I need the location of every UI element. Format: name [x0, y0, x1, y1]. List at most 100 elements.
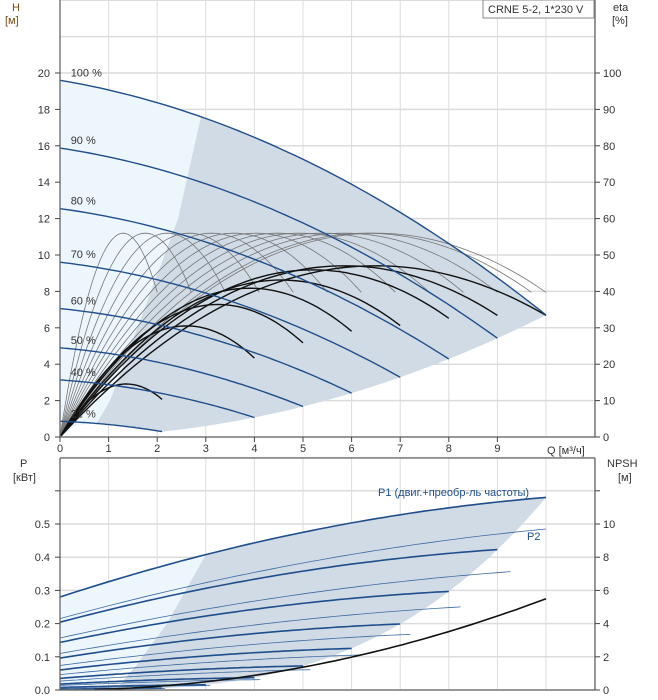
speed-label: 100 %	[71, 67, 102, 79]
npsh-tick-label: 6	[603, 585, 609, 597]
total-efficiency-curve	[60, 279, 401, 437]
speed-label: 50 %	[71, 335, 96, 347]
p2-curve	[59, 669, 311, 682]
q-tick-label: 4	[251, 443, 257, 455]
q-tick-label: 3	[203, 443, 209, 455]
eta-tick-label: 90	[603, 104, 615, 116]
total-efficiency-curve	[60, 269, 450, 437]
light-area-top	[60, 80, 201, 438]
h-tick-label: 0	[44, 432, 50, 444]
hydraulic-efficiency-curve	[59, 232, 396, 438]
speed-label: 90 %	[71, 135, 96, 147]
eta-axis-unit: [%]	[612, 15, 628, 27]
speed-label: 40 %	[71, 367, 96, 379]
p2-label: P2	[527, 531, 540, 543]
head-curve	[59, 79, 547, 316]
h-tick-label: 4	[44, 359, 50, 371]
h-tick-label: 18	[38, 104, 50, 116]
h-axis-label: H	[12, 2, 20, 14]
npsh-tick-label: 4	[603, 619, 609, 631]
eta-tick-label: 60	[603, 214, 615, 226]
h-tick-label: 10	[38, 250, 50, 262]
p1-curve	[59, 676, 255, 685]
hydraulic-efficiency-curve	[59, 232, 226, 438]
p2-curve	[59, 685, 211, 689]
eta-tick-label: 50	[603, 250, 615, 262]
total-efficiency-curve	[60, 265, 547, 437]
p1-curve	[59, 665, 304, 680]
hydraulic-efficiency-curve	[59, 232, 464, 438]
eta-tick-label: 40	[603, 286, 615, 298]
p1-label: P1 (двиг.+преобр-ль частоты)	[378, 487, 529, 499]
p1-curve	[59, 647, 352, 671]
h-tick-label: 8	[44, 286, 50, 298]
eta-tick-label: 100	[603, 68, 621, 80]
speed-label: 80 %	[71, 196, 96, 208]
light-area-bottom	[60, 554, 206, 690]
hydraulic-efficiency-curve	[59, 232, 328, 438]
npsh-curve	[93, 597, 547, 691]
p2-curve	[59, 633, 411, 666]
eta-tick-label: 20	[603, 359, 615, 371]
p-tick-label: 0.0	[35, 685, 50, 697]
hydraulic-efficiency-curve	[59, 232, 294, 438]
eta-axis-label: eta	[613, 2, 629, 14]
npsh-tick-label: 10	[603, 519, 615, 531]
q-tick-label: 5	[300, 443, 306, 455]
dark-area-top	[96, 116, 546, 432]
chart-title: CRNE 5-2, 1*230 V	[488, 4, 584, 16]
eta-tick-label: 70	[603, 177, 615, 189]
p1-curve	[59, 496, 547, 598]
h-tick-label: 6	[44, 323, 50, 335]
h-tick-label: 16	[38, 141, 50, 153]
speed-label: 60 %	[71, 296, 96, 308]
p2-curve	[59, 528, 547, 619]
hydraulic-efficiency-curve	[59, 232, 430, 438]
dark-area-bottom	[118, 497, 547, 689]
head-curve	[59, 261, 401, 378]
eta-tick-label: 10	[603, 396, 615, 408]
p1-curve	[59, 548, 498, 623]
q-tick-label: 1	[106, 443, 112, 455]
eta-tick-label: 0	[603, 432, 609, 444]
total-efficiency-curve	[60, 265, 498, 437]
curves: 100 % 90 % 80 % 70 % 60 % 50 % 40 % 21 %	[59, 67, 547, 691]
h-axis-unit: [м]	[5, 15, 19, 27]
speed-label: 21 %	[71, 408, 96, 420]
p-tick-label: 0.3	[35, 585, 50, 597]
q-tick-label: 0	[57, 443, 63, 455]
p-tick-label: 0.1	[35, 652, 50, 664]
h-tick-label: 12	[38, 214, 50, 226]
head-curve	[60, 420, 163, 433]
q-tick-label: 6	[349, 443, 355, 455]
p2-curve	[59, 571, 511, 639]
eta-tick-label: 30	[603, 323, 615, 335]
head-curve	[59, 208, 450, 360]
hydraulic-efficiency-curve	[59, 232, 547, 438]
p-tick-label: 0.2	[35, 619, 50, 631]
p-axis-label: P	[20, 458, 27, 470]
h-tick-label: 20	[38, 68, 50, 80]
q-tick-label: 8	[446, 443, 452, 455]
q-tick-label: 2	[154, 443, 160, 455]
q-tick-label: 7	[397, 443, 403, 455]
p-axis-unit: [кВт]	[13, 472, 36, 484]
p2-curve	[59, 679, 261, 686]
npsh-tick-label: 8	[603, 552, 609, 564]
eta-tick-label: 80	[603, 141, 615, 153]
q-tick-label: 9	[494, 443, 500, 455]
q-axis-label: Q [м³/ч]	[547, 445, 585, 457]
speed-label: 70 %	[71, 249, 96, 261]
head-curve	[59, 347, 304, 408]
npsh-axis-unit: [м]	[618, 472, 632, 484]
operating-areas	[60, 80, 547, 690]
h-tick-label: 2	[44, 396, 50, 408]
npsh-tick-label: 0	[603, 685, 609, 697]
hydraulic-efficiency-curve	[59, 232, 158, 438]
total-efficiency-curve	[60, 325, 255, 436]
npsh-axis-label: NPSH	[607, 458, 638, 470]
total-efficiency-curve	[60, 383, 163, 436]
axes: 0246810121416182001020304050607080901000…	[35, 0, 621, 697]
title-box	[482, 0, 595, 19]
